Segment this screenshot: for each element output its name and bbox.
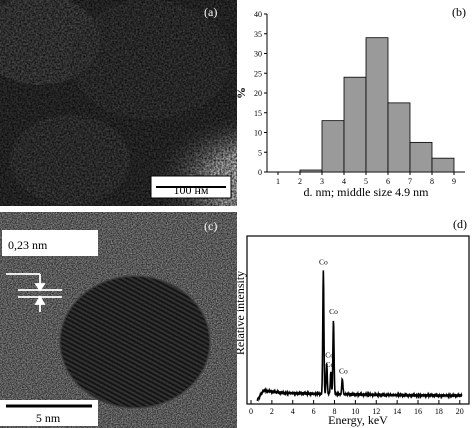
x-tick-label: 4	[342, 177, 346, 186]
x-tick-label: 14	[393, 407, 401, 416]
spectrum-ylabel: Relative intensity	[237, 271, 247, 355]
spectrum-axes: 0 2 4 6 8 10 12 14 16 18 20	[249, 400, 464, 416]
histogram-bar	[409, 141, 433, 173]
x-tick-label: 1	[276, 177, 280, 186]
histogram-bar	[321, 120, 345, 173]
scalebar-box-c	[0, 400, 98, 426]
x-tick-label: 8	[333, 407, 337, 416]
y-tick-label: 30	[254, 50, 262, 59]
x-tick-label: 2	[298, 177, 302, 186]
panel-d-label: (d)	[453, 217, 467, 231]
histogram-bar	[343, 76, 367, 173]
y-tick-label: 20	[254, 89, 262, 98]
hrtem-image-particle: 0,23 nm 5 nm (c)	[0, 212, 237, 428]
y-tick-label: 15	[254, 109, 262, 118]
spectrum-xlabel: Energy, keV	[328, 413, 388, 427]
histogram-ylabel: %	[237, 87, 248, 99]
x-tick-label: 20	[456, 407, 464, 416]
scalebar-label-c: 5 nm	[36, 411, 61, 425]
panel-b-label: (b)	[452, 5, 466, 19]
x-tick-label: 10	[351, 407, 359, 416]
histogram-bar	[387, 102, 411, 173]
x-tick-label: 4	[291, 407, 295, 416]
edx-spectrum-panel: 0 2 4 6 8 10 12 14 16 18 20 Co Co Co Co Co Relative in…	[237, 212, 474, 428]
panel-c-label: (c)	[204, 219, 217, 233]
histogram-bar	[299, 169, 323, 173]
lattice-spacing-label: 0,23 nm	[8, 238, 48, 252]
spectrum-frame	[246, 235, 470, 405]
peak-label-co: Co	[319, 258, 328, 267]
histogram-xlabel: d. nm; middle size 4.9 nm	[304, 185, 430, 199]
spacing-label-box	[2, 230, 98, 256]
histogram-bars	[299, 37, 455, 173]
panel-a-label: (a)	[204, 5, 217, 19]
x-tick-label: 9	[452, 177, 456, 186]
y-tick-label: 35	[254, 30, 262, 39]
x-tick-label: 18	[435, 407, 443, 416]
peak-label-co: Co	[339, 366, 348, 375]
y-tick-label: 5	[258, 148, 262, 157]
x-tick-label: 8	[430, 177, 434, 186]
y-tick-label: 40	[254, 10, 262, 19]
size-histogram-panel: 0 5 10 15 20 25 30 35 40 1 2 3 4 5 6 7 8 9 % d. nm; middl…	[237, 0, 474, 206]
y-tick-label: 0	[258, 168, 262, 177]
histogram-bar	[431, 157, 455, 173]
histogram-bar	[365, 37, 389, 173]
x-tick-label: 3	[320, 177, 324, 186]
peak-label-co: Co	[325, 360, 334, 369]
spectrum-line	[256, 270, 463, 402]
nanoparticle	[60, 276, 210, 408]
x-tick-label: 12	[372, 407, 380, 416]
x-tick-label: 0	[249, 407, 253, 416]
x-tick-label: 2	[270, 407, 274, 416]
x-tick-label: 7	[408, 177, 412, 186]
scalebar-label-a: 100 нм	[173, 183, 208, 197]
x-tick-label: 16	[414, 407, 422, 416]
x-tick-label: 6	[312, 407, 316, 416]
spacing-marker	[6, 273, 62, 312]
y-tick-label: 25	[254, 69, 262, 78]
peak-label-co: Co	[325, 350, 334, 359]
peak-label-co: Co	[329, 307, 338, 316]
x-tick-label: 5	[364, 177, 368, 186]
x-tick-label: 6	[386, 177, 390, 186]
tem-image-overview: 100 нм (a)	[0, 0, 237, 206]
y-tick-label: 10	[254, 129, 262, 138]
